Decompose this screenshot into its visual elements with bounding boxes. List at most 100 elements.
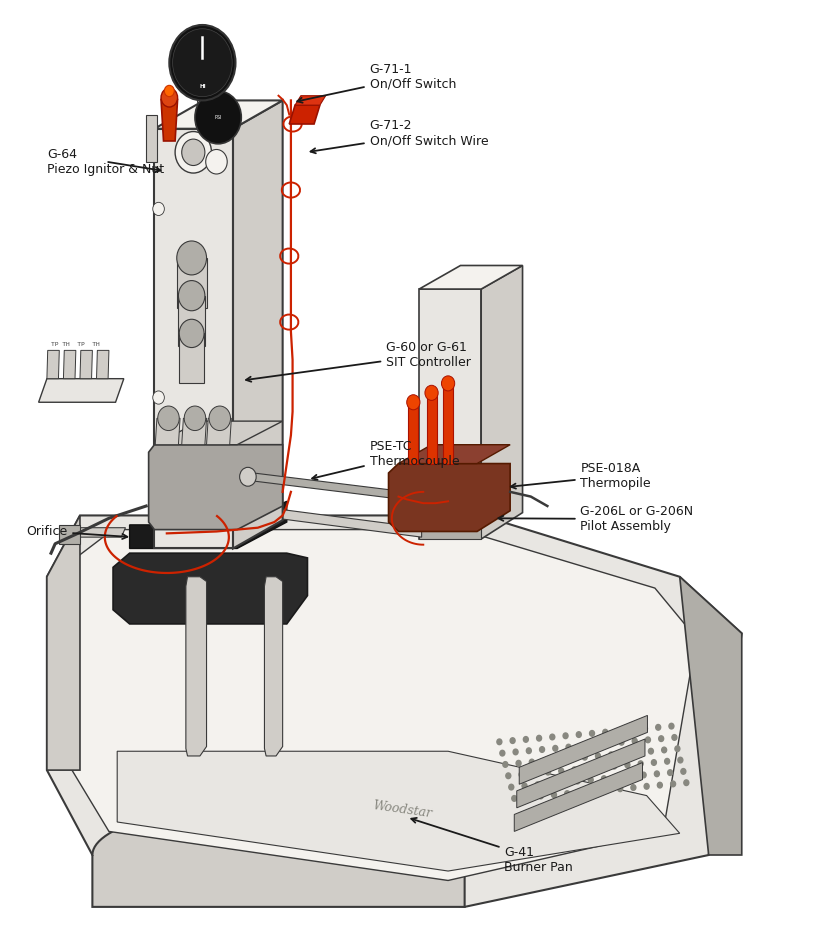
Polygon shape — [96, 350, 109, 378]
Circle shape — [648, 748, 653, 754]
Circle shape — [153, 202, 164, 216]
Circle shape — [589, 730, 594, 736]
Circle shape — [662, 747, 666, 753]
Circle shape — [209, 406, 231, 430]
Circle shape — [539, 793, 543, 798]
Text: G-206L or G-206N
Pilot Assembly: G-206L or G-206N Pilot Assembly — [498, 505, 694, 533]
Circle shape — [524, 737, 529, 743]
Polygon shape — [129, 501, 287, 549]
Polygon shape — [408, 402, 418, 464]
Circle shape — [510, 738, 515, 744]
Circle shape — [516, 761, 521, 766]
Text: G-60 or G-61
SIT Controller: G-60 or G-61 SIT Controller — [246, 341, 471, 382]
Circle shape — [206, 149, 227, 174]
Circle shape — [179, 319, 204, 347]
Circle shape — [556, 757, 561, 762]
Circle shape — [549, 734, 554, 740]
Circle shape — [184, 406, 206, 430]
Circle shape — [631, 785, 636, 790]
Circle shape — [598, 764, 603, 770]
Circle shape — [161, 88, 178, 107]
Circle shape — [578, 790, 583, 796]
Polygon shape — [265, 577, 283, 756]
Text: PSE-018A
Thermopile: PSE-018A Thermopile — [510, 462, 651, 490]
Polygon shape — [680, 577, 742, 855]
Circle shape — [566, 745, 571, 750]
Polygon shape — [154, 129, 233, 549]
Polygon shape — [76, 528, 125, 537]
Polygon shape — [419, 516, 481, 539]
Polygon shape — [149, 445, 283, 530]
Circle shape — [553, 745, 558, 751]
Circle shape — [615, 775, 620, 780]
Polygon shape — [46, 516, 742, 907]
Circle shape — [575, 779, 580, 784]
Circle shape — [612, 763, 617, 769]
Circle shape — [583, 754, 588, 760]
Circle shape — [671, 781, 676, 787]
Polygon shape — [46, 350, 59, 378]
Text: HI: HI — [199, 84, 206, 89]
Polygon shape — [161, 99, 178, 141]
Circle shape — [503, 762, 508, 767]
Circle shape — [525, 795, 530, 800]
Circle shape — [595, 753, 600, 759]
Circle shape — [512, 796, 517, 801]
Polygon shape — [92, 803, 465, 907]
Polygon shape — [295, 96, 325, 105]
Polygon shape — [39, 378, 124, 402]
Polygon shape — [113, 553, 307, 624]
Circle shape — [606, 741, 611, 746]
Circle shape — [654, 771, 659, 777]
Circle shape — [537, 735, 541, 741]
Circle shape — [669, 724, 674, 729]
Circle shape — [585, 765, 590, 771]
Polygon shape — [233, 100, 283, 549]
Polygon shape — [481, 266, 523, 539]
Polygon shape — [146, 114, 157, 162]
Circle shape — [632, 738, 637, 744]
Circle shape — [619, 740, 624, 745]
Circle shape — [644, 783, 649, 789]
Polygon shape — [515, 762, 642, 832]
Polygon shape — [427, 393, 437, 464]
Circle shape — [526, 748, 531, 754]
Circle shape — [158, 406, 179, 430]
Circle shape — [622, 751, 627, 757]
Polygon shape — [178, 296, 205, 345]
Circle shape — [240, 467, 256, 486]
Polygon shape — [443, 383, 453, 464]
Circle shape — [500, 750, 505, 756]
Circle shape — [684, 780, 689, 785]
Circle shape — [576, 732, 581, 737]
Polygon shape — [250, 473, 407, 499]
Circle shape — [681, 768, 686, 774]
Polygon shape — [80, 350, 92, 378]
Polygon shape — [517, 739, 645, 808]
Polygon shape — [388, 464, 510, 532]
Text: G-41
Burner Pan: G-41 Burner Pan — [412, 818, 573, 873]
Circle shape — [559, 768, 564, 774]
Circle shape — [543, 758, 548, 763]
Polygon shape — [63, 350, 76, 378]
Text: G-71-2
On/Off Switch Wire: G-71-2 On/Off Switch Wire — [310, 119, 488, 153]
Circle shape — [572, 767, 577, 773]
Circle shape — [175, 131, 212, 173]
Circle shape — [551, 792, 556, 797]
Circle shape — [535, 781, 540, 787]
Circle shape — [667, 770, 672, 776]
Text: G-71-1
On/Off Switch: G-71-1 On/Off Switch — [297, 62, 456, 103]
Circle shape — [616, 728, 621, 734]
Circle shape — [642, 726, 647, 731]
Circle shape — [618, 786, 622, 792]
Polygon shape — [207, 418, 232, 445]
Circle shape — [602, 776, 607, 781]
Circle shape — [656, 725, 661, 730]
Circle shape — [164, 85, 174, 96]
Circle shape — [629, 727, 634, 732]
Polygon shape — [290, 105, 320, 124]
Circle shape — [564, 791, 569, 797]
Circle shape — [569, 756, 574, 762]
Polygon shape — [154, 100, 283, 129]
Circle shape — [532, 771, 537, 776]
